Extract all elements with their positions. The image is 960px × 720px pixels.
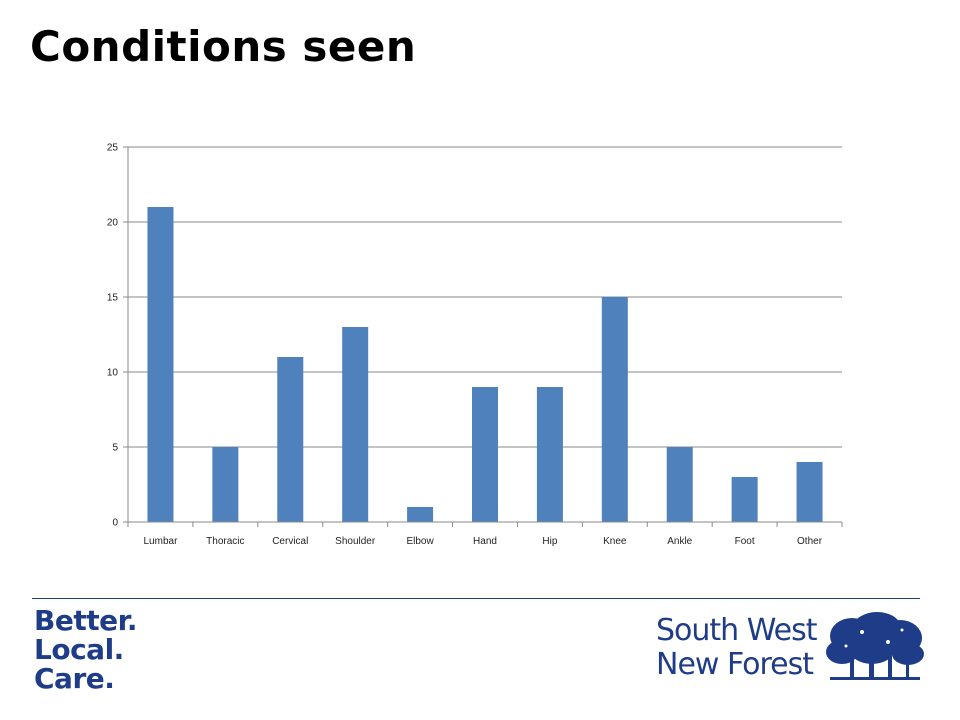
logo-line-local: Local. [34, 633, 124, 666]
y-tick-label: 20 [107, 218, 119, 229]
x-tick-label: Elbow [406, 536, 434, 547]
bar-lumbar [147, 207, 174, 522]
bar-elbow [407, 507, 434, 522]
bar-hand [472, 387, 498, 522]
y-tick-label: 15 [107, 293, 119, 304]
logo-line-south-west: South West [656, 613, 817, 648]
tick-labels: 0 5 10 15 20 25 Lumbar Thoracic Cervical Shoulder… [107, 143, 823, 548]
gridlines [128, 146, 842, 448]
x-tick-label: Hand [473, 536, 497, 547]
x-tick-label: Cervical [272, 536, 308, 547]
y-tick-label: 10 [107, 368, 119, 379]
logo-line-care: Care. [34, 662, 115, 695]
bars [147, 207, 823, 522]
bar-cervical [277, 357, 304, 522]
x-tick-label: Knee [603, 536, 627, 547]
x-tick-label: Other [797, 536, 823, 547]
x-tick-label: Shoulder [335, 536, 376, 547]
x-tick-label: Ankle [667, 536, 692, 547]
bar-chart: 0 5 10 15 20 25 Lumbar Thoracic Cervical Shoulder… [107, 143, 843, 548]
axes [123, 146, 843, 527]
footer-divider [32, 598, 920, 599]
logo-line-better: Better. [34, 604, 138, 637]
bar-ankle [666, 447, 693, 522]
bar-thoracic [212, 447, 239, 522]
bar-other [796, 462, 823, 522]
south-west-new-forest-logo: South West New Forest [656, 613, 817, 682]
bar-foot [731, 477, 758, 522]
y-tick-label: 0 [112, 518, 118, 529]
tree-icon [826, 612, 924, 680]
y-tick-label: 25 [107, 143, 119, 154]
x-tick-label: Thoracic [206, 536, 244, 547]
bar-hip [536, 387, 563, 522]
logo-line-new-forest: New Forest [656, 647, 814, 682]
bar-knee [601, 297, 628, 522]
y-tick-label: 5 [112, 443, 118, 454]
x-tick-label: Foot [735, 536, 755, 547]
x-tick-label: Hip [542, 536, 557, 547]
bar-shoulder [342, 327, 369, 522]
x-tick-label: Lumbar [144, 536, 179, 547]
slide-title: Conditions seen [30, 22, 417, 71]
better-local-care-logo: Better. Local. Care. [34, 604, 138, 695]
